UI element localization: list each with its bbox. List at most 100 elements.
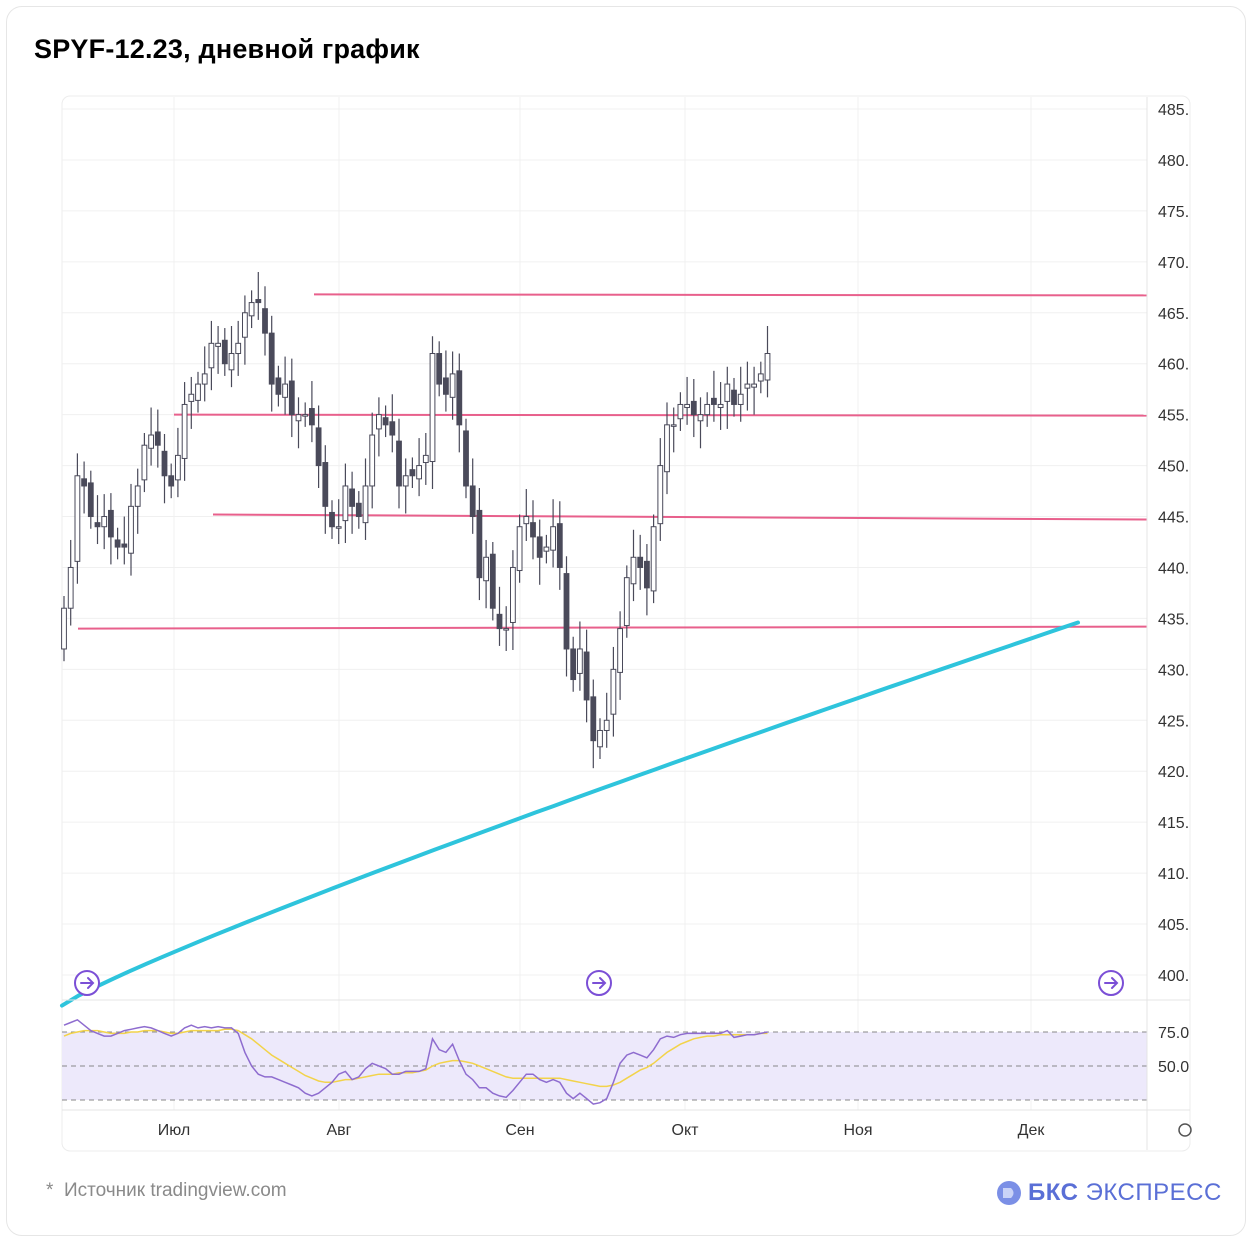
candle-body [456,370,463,426]
y-tick-label: 435. [1158,611,1189,628]
candle-body [764,353,771,381]
x-tick-label: Ноя [843,1122,872,1139]
candle-body [757,373,764,382]
candle-body [550,526,557,551]
candle-body [94,522,101,528]
level-line [212,513,1148,521]
candles-layer [61,272,771,769]
moving-average-layer [60,620,1080,1008]
candle-body [510,566,516,623]
candle-body [603,719,610,731]
candle-body [87,482,94,518]
candle-body [449,373,456,398]
candle-body [101,516,108,528]
y-tick-label: 440. [1158,560,1189,577]
candle-body [443,377,449,395]
candle-body [650,526,657,592]
jump-marker-icon [1098,970,1124,996]
asterisk: * [46,1180,54,1201]
y-tick-label: 485. [1158,102,1189,119]
candle-body [396,440,402,487]
candle-body [690,400,697,416]
candle-body [731,389,737,405]
candle-body [670,424,677,427]
y-tick-label: 420. [1158,764,1189,781]
y-tick-label: 470. [1158,255,1189,272]
candle-body [563,573,570,650]
candle-body [342,485,349,522]
candle-body [429,353,436,463]
candle-body [128,505,134,554]
candle-body [315,427,322,467]
markers-layer [74,970,1124,996]
candle-body [362,485,369,524]
candle-body [476,509,483,579]
candle-body [610,668,617,715]
y-tick-label: 415. [1158,815,1189,832]
candle-body [121,543,128,548]
candle-body [215,342,221,347]
rsi-tick-label: 75.0 [1158,1025,1189,1042]
y-tick-label: 475. [1158,204,1189,221]
y-tick-label: 430. [1158,662,1189,679]
candle-body [597,729,603,748]
candle-body [221,339,228,365]
candle-body [195,383,201,401]
rsi-tick-label: 50.0 [1158,1059,1189,1076]
brand-bold: БКС [1028,1179,1079,1206]
candle-body [717,403,724,409]
candle-body [208,342,215,369]
candle-body [114,539,121,548]
candle-body [570,648,577,681]
candle-body [590,696,597,742]
candle-body [737,393,744,405]
candle-body [556,523,563,568]
candle-body [536,536,543,558]
candle-body [67,566,74,609]
candle-body [376,414,382,430]
y-tick-label: 445. [1158,510,1189,527]
brand-icon [997,1181,1021,1205]
y-tick-label: 460. [1158,357,1189,374]
x-tick-label: Июл [158,1122,190,1139]
x-tick-label: Окт [672,1122,700,1139]
source-note: * Источник tradingview.com [46,1180,287,1202]
candle-body [235,342,242,355]
y-tick-label: 400. [1158,968,1189,985]
candle-body [275,377,282,395]
candle-body [516,526,523,572]
candle-body [409,469,416,477]
ma-line [60,620,1080,1008]
candle-body [369,434,376,487]
candle-body [282,383,289,398]
candle-body [422,454,429,464]
candle-body [657,465,664,525]
level-line [173,413,1148,417]
candle-body [228,353,235,371]
y-tick-label: 465. [1158,306,1189,323]
candle-body [108,509,114,538]
candle-body [148,434,154,449]
candle-body [744,383,751,389]
candle-body [402,475,409,487]
candle-body [697,414,704,422]
y-tick-label: 450. [1158,459,1189,476]
candle-body [416,465,423,480]
candle-body [134,485,141,507]
candle-body [677,403,684,420]
candle-body [74,475,81,562]
candle-body [644,560,650,589]
candle-body [175,454,181,481]
candle-body [81,478,87,487]
candle-body [583,651,590,701]
candle-body [309,408,315,426]
candle-body [469,485,476,518]
candle-body [617,628,624,673]
y-tick-label: 480. [1158,153,1189,170]
level-line [77,625,1148,630]
axis-layer: 485. 480. 475. 470. 465. 460. 455. 450. 445. 440.… [62,97,1192,1150]
candle-body [322,462,329,507]
candle-body [268,332,275,385]
candle-body [483,556,490,582]
